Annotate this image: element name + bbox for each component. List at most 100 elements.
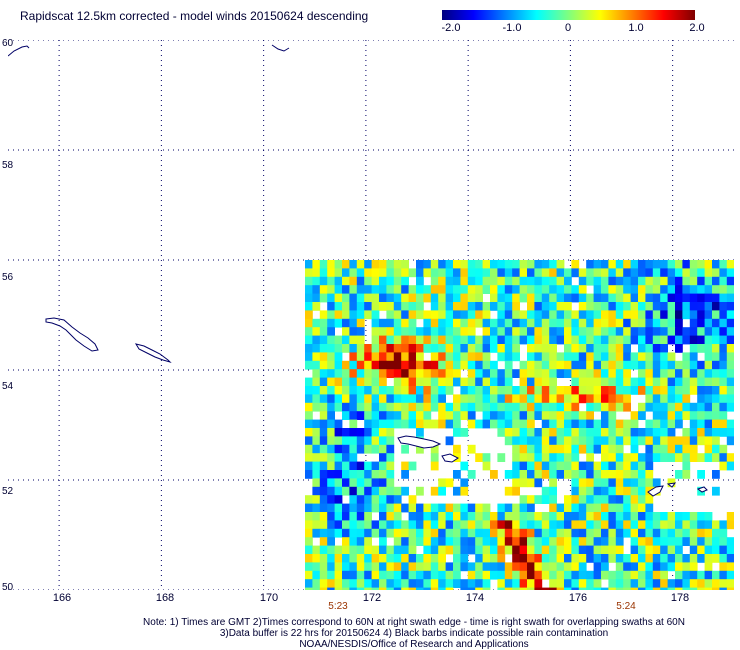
wind-cell — [430, 302, 439, 311]
wind-cell — [490, 570, 498, 580]
wind-cell — [512, 570, 520, 580]
wind-cell — [416, 528, 424, 538]
wind-cell — [379, 394, 387, 404]
wind-cell — [438, 545, 446, 555]
wind-cell — [408, 310, 417, 320]
wind-cell — [453, 344, 461, 353]
wind-cell — [556, 554, 565, 563]
wind-cell — [312, 419, 321, 429]
wind-cell — [445, 419, 454, 429]
wind-cell — [401, 587, 409, 590]
wind-cell — [349, 276, 358, 286]
wind-cell — [564, 369, 572, 378]
wind-cell — [726, 537, 734, 546]
wind-cell — [675, 453, 683, 462]
wind-cell — [364, 478, 372, 488]
wind-cell — [408, 528, 417, 538]
wind-cell — [482, 285, 491, 294]
wind-cell — [386, 335, 395, 345]
wind-cell — [393, 402, 402, 412]
wind-cell — [334, 453, 343, 462]
wind-cell — [697, 587, 705, 590]
wind-cell — [305, 260, 313, 269]
wind-cell — [667, 268, 676, 278]
wind-cell — [697, 402, 705, 412]
wind-cell — [667, 360, 676, 370]
wind-cell — [534, 377, 543, 387]
wind-cell — [445, 528, 454, 538]
wind-cell — [675, 554, 683, 563]
wind-cell — [356, 520, 365, 530]
wind-cell — [430, 570, 439, 580]
wind-cell — [675, 293, 683, 303]
wind-cell — [408, 461, 417, 471]
wind-cell — [319, 377, 328, 387]
wind-cell — [541, 327, 550, 336]
wind-cell — [652, 562, 661, 572]
wind-cell — [615, 428, 624, 437]
wind-cell — [305, 512, 313, 521]
wind-cell — [615, 503, 624, 513]
wind-cell — [645, 512, 654, 521]
wind-cell — [697, 260, 705, 269]
wind-cell — [697, 394, 705, 404]
wind-cell — [342, 402, 350, 412]
wind-cell — [379, 402, 387, 412]
wind-cell — [689, 444, 698, 454]
wind-cell — [601, 344, 609, 353]
wind-cell — [430, 554, 439, 563]
wind-cell — [364, 486, 372, 496]
wind-cell — [393, 377, 402, 387]
wind-cell — [327, 470, 335, 479]
wind-cell — [327, 520, 335, 530]
wind-cell — [312, 428, 321, 437]
wind-cell — [356, 562, 365, 572]
wind-cell — [416, 562, 424, 572]
wind-cell — [312, 377, 321, 387]
wind-cell — [638, 386, 646, 395]
wind-cell — [371, 402, 380, 412]
wind-cell — [593, 352, 602, 362]
wind-cell — [438, 285, 446, 294]
wind-cell — [349, 453, 358, 462]
wind-cell — [608, 579, 617, 588]
wind-cell — [497, 554, 506, 563]
wind-cell — [527, 411, 535, 420]
wind-cell — [578, 344, 587, 353]
wind-cell — [334, 428, 343, 437]
wind-cell — [453, 570, 461, 580]
wind-cell — [386, 318, 395, 328]
wind-cell — [593, 428, 602, 437]
wind-cell — [726, 570, 734, 580]
wind-cell — [504, 428, 513, 437]
wind-cell — [726, 587, 734, 590]
wind-cell — [512, 453, 520, 462]
wind-cell — [445, 402, 454, 412]
wind-cell — [497, 302, 506, 311]
wind-cell — [379, 411, 387, 420]
wind-cell — [334, 377, 343, 387]
wind-cell — [697, 520, 705, 530]
wind-cell — [423, 411, 432, 420]
wind-cell — [386, 419, 395, 429]
wind-cell — [593, 520, 602, 530]
wind-cell — [416, 411, 424, 420]
wind-cell — [593, 285, 602, 294]
wind-cell — [460, 352, 469, 362]
wind-cell — [593, 495, 602, 504]
wind-cell — [652, 318, 661, 328]
wind-cell — [460, 587, 469, 590]
wind-cell — [438, 394, 446, 404]
wind-cell — [416, 293, 424, 303]
wind-cell — [379, 327, 387, 336]
wind-cell — [416, 344, 424, 353]
wind-cell — [719, 461, 728, 471]
wind-cell — [593, 276, 602, 286]
wind-cell — [623, 352, 631, 362]
wind-cell — [393, 285, 402, 294]
wind-cell — [386, 276, 395, 286]
wind-cell — [667, 327, 676, 336]
wind-cell — [416, 503, 424, 513]
wind-cell — [445, 537, 454, 546]
wind-cell — [312, 528, 321, 538]
